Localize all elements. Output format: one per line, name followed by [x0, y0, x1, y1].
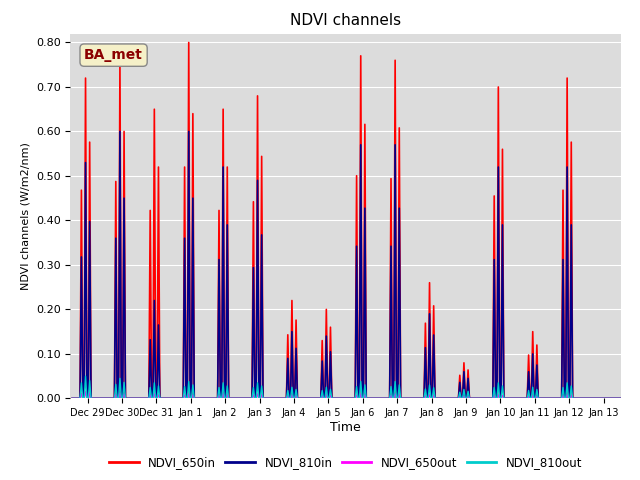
- X-axis label: Time: Time: [330, 421, 361, 434]
- NDVI_810out: [533, 386, 541, 392]
- NDVI_810out: [250, 384, 257, 390]
- NDVI_650in: [617, 396, 625, 401]
- NDVI_810out: [222, 396, 230, 401]
- NDVI_810in: [464, 375, 472, 381]
- NDVI_810in: [617, 396, 625, 401]
- NDVI_650in: [464, 367, 472, 373]
- NDVI_650out: [68, 396, 76, 401]
- Legend: NDVI_650in, NDVI_810in, NDVI_650out, NDVI_810out: NDVI_650in, NDVI_810in, NDVI_650out, NDV…: [104, 452, 587, 474]
- NDVI_650in: [405, 396, 413, 401]
- NDVI_810out: [393, 396, 401, 401]
- NDVI_650out: [617, 396, 625, 401]
- NDVI_810in: [250, 265, 257, 271]
- NDVI_810out: [464, 388, 472, 394]
- NDVI_650in: [533, 342, 541, 348]
- NDVI_650in: [250, 199, 257, 204]
- NDVI_650out: [464, 394, 472, 399]
- NDVI_810in: [116, 129, 124, 134]
- NDVI_650out: [222, 396, 230, 401]
- Y-axis label: NDVI channels (W/m2/nm): NDVI channels (W/m2/nm): [20, 142, 30, 290]
- NDVI_810in: [68, 396, 76, 401]
- NDVI_810out: [405, 396, 413, 401]
- NDVI_650out: [82, 389, 90, 395]
- NDVI_650out: [393, 396, 401, 401]
- Title: NDVI channels: NDVI channels: [290, 13, 401, 28]
- NDVI_650in: [222, 396, 230, 401]
- Line: NDVI_650out: NDVI_650out: [72, 392, 621, 398]
- NDVI_810out: [82, 373, 90, 379]
- NDVI_810in: [533, 362, 541, 368]
- Line: NDVI_810out: NDVI_810out: [72, 376, 621, 398]
- Text: BA_met: BA_met: [84, 48, 143, 62]
- NDVI_810in: [222, 396, 230, 401]
- NDVI_650in: [393, 396, 401, 401]
- NDVI_650in: [68, 396, 76, 401]
- NDVI_810in: [393, 396, 401, 401]
- NDVI_650out: [533, 394, 541, 399]
- NDVI_810in: [405, 396, 413, 401]
- NDVI_810out: [617, 396, 625, 401]
- Line: NDVI_650in: NDVI_650in: [72, 43, 621, 398]
- NDVI_650out: [250, 393, 257, 398]
- NDVI_810out: [68, 396, 76, 401]
- NDVI_650in: [185, 40, 193, 46]
- NDVI_650out: [405, 396, 413, 401]
- Line: NDVI_810in: NDVI_810in: [72, 132, 621, 398]
